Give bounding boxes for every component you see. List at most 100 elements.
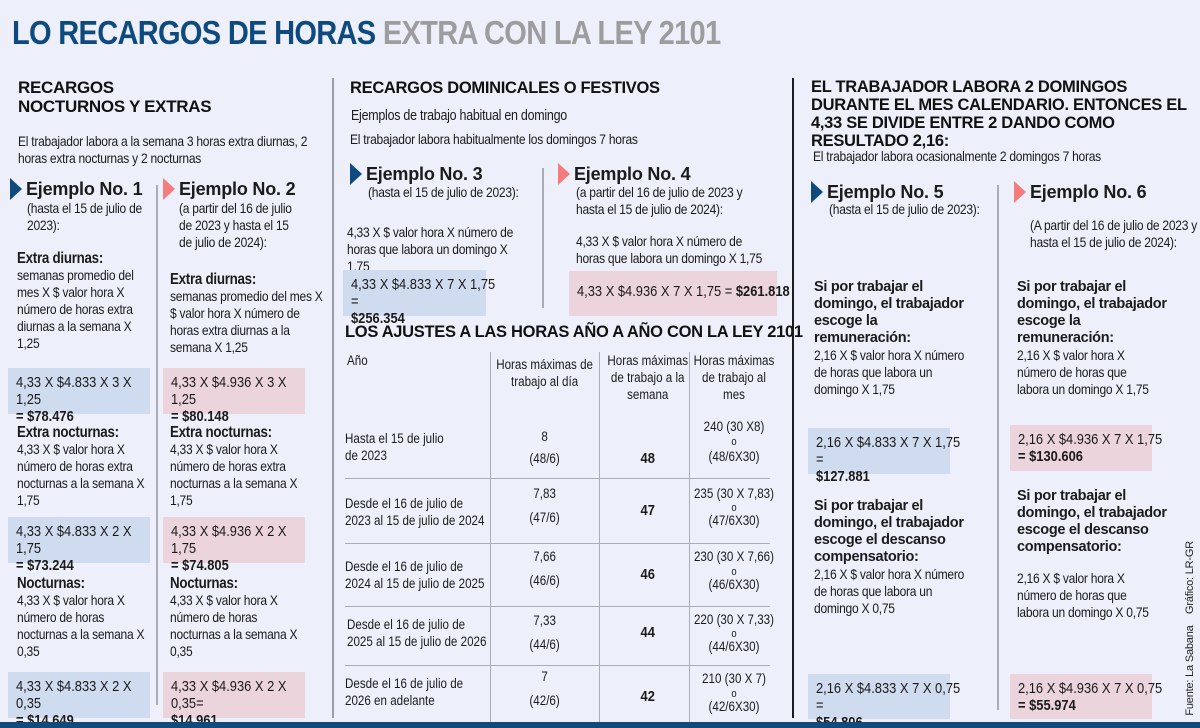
bottom-bar [0, 722, 1200, 728]
nocturnas-block: Nocturnas: 4,33 X $ valor hora X número … [170, 575, 308, 660]
cell-month: 240 (30 X8) [703, 419, 765, 434]
nocturnas-block: Nocturnas: 4,33 X $ valor hora X número … [17, 575, 155, 660]
cell-or: o [731, 436, 737, 448]
cell-or: o [731, 628, 737, 640]
cell-day-calc: (46/6) [529, 573, 560, 588]
title-part-2: EXTRA CON LA LEY 2101 [382, 14, 721, 51]
example-period: (hasta el 15 de julio de 2023): [829, 201, 980, 217]
cell-or: o [731, 566, 737, 578]
calc-result: = $73.244 [16, 557, 74, 574]
cell-week: 42 [640, 688, 655, 705]
cell-year: Desde el 16 de julio de 2026 en adelante [345, 676, 464, 708]
calc-box: 4,33 X $4.936 X 7 X 1,75 = $261.818 [569, 271, 790, 316]
formula-desc: 4,33 X $ valor hora X número de horas ex… [170, 441, 298, 508]
title-part-1: LO RECARGOS DE HORAS [12, 14, 376, 51]
calc-result: = $55.974 [1018, 697, 1076, 714]
cell-month: 210 (30 X 7) [702, 671, 766, 686]
cell-day: 7,33 [533, 613, 556, 628]
divider [156, 185, 158, 705]
cell-or: o [731, 688, 737, 700]
cell-year: Hasta el 15 de julio de 2023 [345, 431, 444, 463]
triangle-marker-icon [558, 163, 570, 185]
example-period: (hasta el 15 de julio de 2023): [27, 200, 142, 233]
formula-desc: 2,16 X $ valor hora X número de horas qu… [1017, 347, 1149, 397]
column-header-year: Año [347, 353, 368, 368]
example-2: Ejemplo No. 2 [163, 178, 296, 200]
cell-day-calc: (48/6) [529, 451, 560, 466]
calc-box: 4,33 X $4.833 X 2 X 1,75 = $73.244 [8, 517, 150, 574]
example-period: (hasta el 15 de julio de 2023): [368, 184, 519, 200]
section-heading: RECARGOS DOMINICALES O FESTIVOS [350, 79, 660, 97]
calc-box: 4,33 X $4.833 X 2 X 0,35 = $14.649 [8, 672, 150, 728]
example-label: Ejemplo No. 2 [179, 179, 296, 199]
calc-formula: 2,16 X $4.833 X 7 X 1,75 = [816, 434, 961, 468]
calc-formula: 2,16 X $4.936 X 7 X 1,75 [1018, 431, 1163, 448]
calc-formula: 4,33 X $4.833 X 2 X 1,75 [16, 523, 132, 557]
calc-formula: 2,16 X $4.833 X 7 X 0,75 = [816, 680, 961, 714]
section-intro: El trabajador labora a la semana 3 horas… [18, 133, 308, 166]
calc-result: = $80.148 [171, 408, 229, 425]
formula-desc: 2,16 X $ valor hora X número de horas qu… [1017, 570, 1149, 620]
subheading: Extra diurnas: [170, 271, 257, 288]
calc-formula: 4,33 X $4.833 X 2 X 0,35 [16, 678, 132, 712]
calc-result: $127.881 [816, 468, 870, 485]
cell-month-calc: (48/6X30) [708, 449, 760, 464]
cell-day-calc: (44/6) [529, 637, 560, 652]
subheading: Si por trabajar el domingo, el trabajado… [814, 279, 964, 346]
example-4: Ejemplo No. 4 [558, 163, 691, 185]
column-header-week: Horas máximas de trabajo a la semana [607, 353, 689, 402]
example-label: Ejemplo No. 6 [1030, 182, 1147, 202]
formula-desc: 2,16 X $ valor hora X número de horas qu… [814, 347, 965, 397]
credits: Fuente: La Sabana Gráfico: LR-GR [1184, 541, 1196, 716]
triangle-marker-icon [350, 163, 362, 185]
example-6: Ejemplo No. 6 [1014, 181, 1147, 203]
calc-box: 4,33 X $4.936 X 2 X 0,35= $14.961 [163, 672, 305, 728]
formula-desc: 2,16 X $ valor hora X número de horas qu… [814, 566, 965, 616]
column-header-month: Horas máximas de trabajo al mes [693, 353, 775, 402]
calc-formula: 4,33 X $4.936 X 2 X 0,35= [171, 678, 287, 712]
calc-formula: 2,16 X $4.936 X 7 X 0,75 [1018, 680, 1163, 697]
calc-formula: 4,33 X $4.936 X 3 X 1,25 [171, 374, 287, 408]
calc-box: 4,33 X $4.936 X 3 X 1,25 = $80.148 [163, 368, 305, 425]
triangle-marker-icon [811, 181, 823, 203]
section-subheading: Ejemplos de trabajo habitual en domingo [351, 108, 567, 124]
cell-day: 7,66 [533, 549, 556, 564]
calc-box: 4,33 X $4.833 X 3 X 1,25 = $78.476 [8, 368, 150, 425]
extra-diurnas-block: Extra diurnas: semanas promedio del mes … [170, 271, 325, 356]
remuneration-block: Si por trabajar el domingo, el trabajado… [1017, 279, 1167, 398]
cell-week: 46 [640, 566, 655, 583]
calc-formula: 4,33 X $4.936 X 2 X 1,75 [171, 523, 287, 557]
calc-formula: 4,33 X $4.833 X 7 X 1,75 = [351, 276, 496, 310]
formula-desc: 4,33 X $ valor hora X número de horas qu… [576, 233, 763, 266]
cell-day: 7,83 [533, 486, 556, 501]
calc-box: 2,16 X $4.833 X 7 X 0,75 = $54.806 [808, 674, 960, 728]
cell-week: 44 [640, 624, 655, 641]
adjustments-table: Año Horas máximas de trabajo al día Hora… [345, 352, 774, 722]
remuneration-block: Si por trabajar el domingo, el trabajado… [814, 279, 964, 398]
source-credit: Fuente: La Sabana [1184, 625, 1196, 716]
formula-desc: semanas promedio del mes X $ valor hora … [17, 267, 134, 351]
cell-month-calc: (46/6X30) [708, 577, 760, 592]
cell-day: 7 [541, 669, 548, 684]
cell-month-calc: (47/6X30) [708, 513, 760, 528]
graphic-credit: Gráfico: LR-GR [1184, 541, 1196, 615]
section-intro: El trabajador labora habitualmente los d… [350, 131, 638, 147]
example-label: Ejemplo No. 1 [26, 179, 143, 199]
calc-result: $256.354 [351, 310, 405, 327]
example-5: Ejemplo No. 5 [811, 181, 944, 203]
extra-nocturnas-block: Extra nocturnas: 4,33 X $ valor hora X n… [17, 424, 155, 509]
calc-formula: 4,33 X $4.936 X 7 X 1,75 = [577, 283, 733, 300]
table-title: LOS AJUSTES A LAS HORAS AÑO A AÑO CON LA… [345, 323, 803, 341]
subheading: Extra diurnas: [17, 250, 104, 267]
cell-or: o [731, 502, 737, 514]
compensatory-block: Si por trabajar el domingo, el trabajado… [814, 498, 964, 617]
section-heading: EL TRABAJADOR LABORA 2 DOMINGOS DURANTE … [811, 78, 1187, 150]
section-intro: El trabajador labora ocasionalmente 2 do… [813, 148, 1101, 164]
calc-result: = $74.805 [171, 557, 229, 574]
cell-week: 48 [640, 450, 655, 467]
subheading: Si por trabajar el domingo, el trabajado… [1017, 488, 1167, 555]
cell-year: Desde el 16 de julio de 2024 al 15 de ju… [345, 559, 485, 591]
cell-month: 220 (30 X 7,33) [693, 612, 775, 627]
cell-month: 230 (30 X 7,66) [693, 549, 775, 564]
section-heading: RECARGOS NOCTURNOS Y EXTRAS [18, 78, 212, 116]
